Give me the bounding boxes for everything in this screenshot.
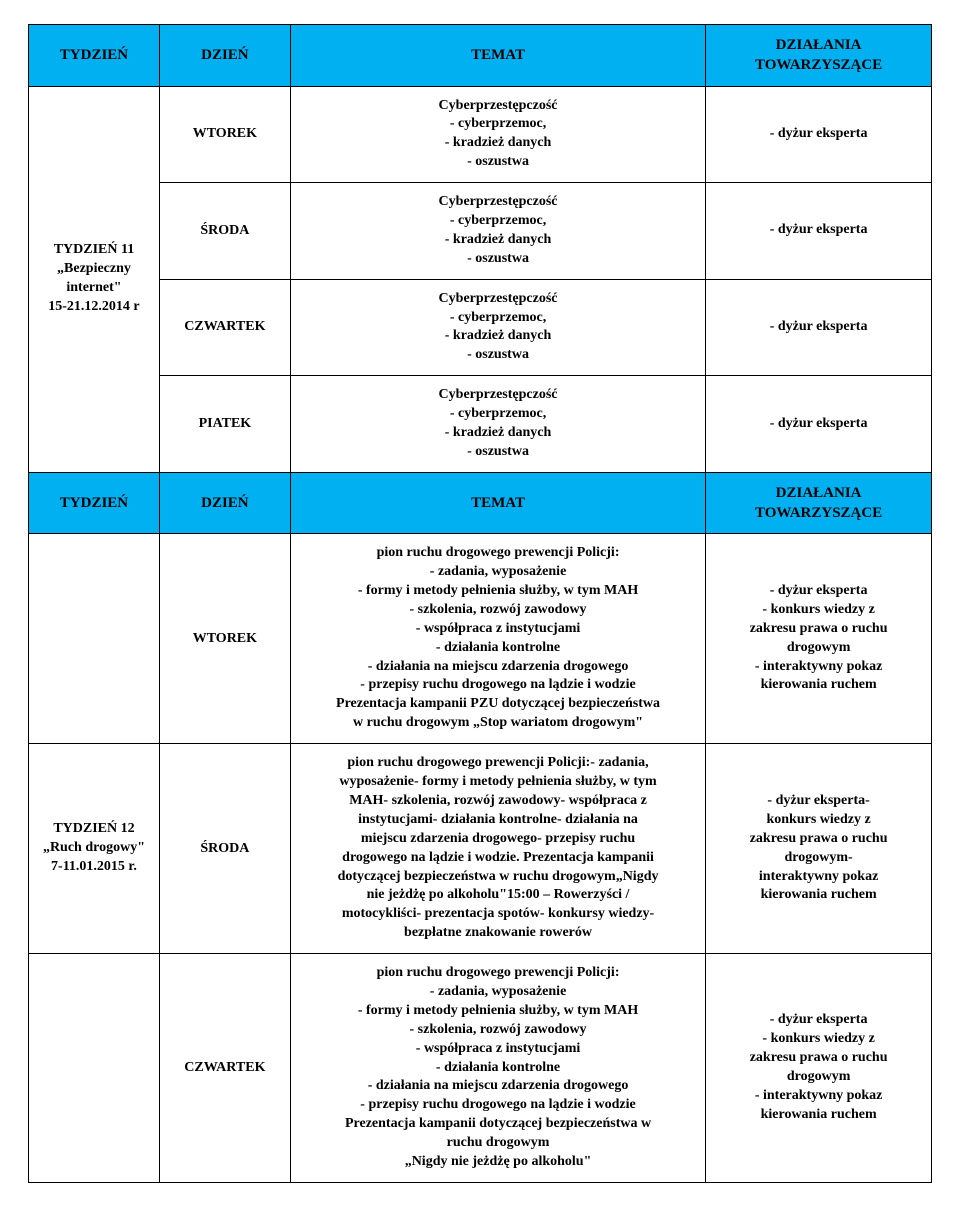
week-label: TYDZIEŃ 12 „Ruch drogowy" 7-11.01.2015 r…	[29, 744, 160, 954]
table-row: CZWARTEK Cyberprzestępczość - cyberprzem…	[29, 279, 932, 376]
header-col-topic: TEMAT	[290, 25, 705, 87]
actions-cell: - dyżur eksperta	[706, 86, 932, 183]
table-row: TYDZIEŃ 12 „Ruch drogowy" 7-11.01.2015 r…	[29, 744, 932, 954]
topic-cell: pion ruchu drogowego prewencji Policji: …	[290, 534, 705, 744]
week-label-empty	[29, 534, 160, 744]
table-row: PIATEK Cyberprzestępczość - cyberprzemoc…	[29, 376, 932, 473]
actions-cell: - dyżur eksperta	[706, 376, 932, 473]
actions-cell: - dyżur eksperta - konkurs wiedzy z zakr…	[706, 534, 932, 744]
topic-cell: pion ruchu drogowego prewencji Policji: …	[290, 954, 705, 1183]
schedule-table: TYDZIEŃ DZIEŃ TEMAT DZIAŁANIA TOWARZYSZĄ…	[28, 24, 932, 1183]
header-col-week: TYDZIEŃ	[29, 25, 160, 87]
topic-cell: Cyberprzestępczość - cyberprzemoc, - kra…	[290, 279, 705, 376]
day-cell: ŚRODA	[159, 183, 290, 280]
table-row: CZWARTEK pion ruchu drogowego prewencji …	[29, 954, 932, 1183]
actions-cell: - dyżur eksperta- konkurs wiedzy z zakre…	[706, 744, 932, 954]
day-cell: CZWARTEK	[159, 954, 290, 1183]
week-label: TYDZIEŃ 11 „Bezpieczny internet" 15-21.1…	[29, 86, 160, 472]
day-cell: ŚRODA	[159, 744, 290, 954]
topic-cell: pion ruchu drogowego prewencji Policji:-…	[290, 744, 705, 954]
actions-cell: - dyżur eksperta	[706, 279, 932, 376]
day-cell: WTOREK	[159, 86, 290, 183]
actions-cell: - dyżur eksperta - konkurs wiedzy z zakr…	[706, 954, 932, 1183]
header-row-2: TYDZIEŃ DZIEŃ TEMAT DZIAŁANIA TOWARZYSZĄ…	[29, 472, 932, 534]
header-col-day: DZIEŃ	[159, 25, 290, 87]
header-row-1: TYDZIEŃ DZIEŃ TEMAT DZIAŁANIA TOWARZYSZĄ…	[29, 25, 932, 87]
day-cell: WTOREK	[159, 534, 290, 744]
day-cell: CZWARTEK	[159, 279, 290, 376]
header-col-actions: DZIAŁANIA TOWARZYSZĄCE	[706, 472, 932, 534]
week-label-empty	[29, 954, 160, 1183]
topic-cell: Cyberprzestępczość - cyberprzemoc, - kra…	[290, 86, 705, 183]
table-row: TYDZIEŃ 11 „Bezpieczny internet" 15-21.1…	[29, 86, 932, 183]
table-row: WTOREK pion ruchu drogowego prewencji Po…	[29, 534, 932, 744]
table-row: ŚRODA Cyberprzestępczość - cyberprzemoc,…	[29, 183, 932, 280]
day-cell: PIATEK	[159, 376, 290, 473]
topic-cell: Cyberprzestępczość - cyberprzemoc, - kra…	[290, 183, 705, 280]
topic-cell: Cyberprzestępczość - cyberprzemoc, - kra…	[290, 376, 705, 473]
header-col-week: TYDZIEŃ	[29, 472, 160, 534]
header-col-actions: DZIAŁANIA TOWARZYSZĄCE	[706, 25, 932, 87]
header-col-day: DZIEŃ	[159, 472, 290, 534]
actions-cell: - dyżur eksperta	[706, 183, 932, 280]
header-col-topic: TEMAT	[290, 472, 705, 534]
